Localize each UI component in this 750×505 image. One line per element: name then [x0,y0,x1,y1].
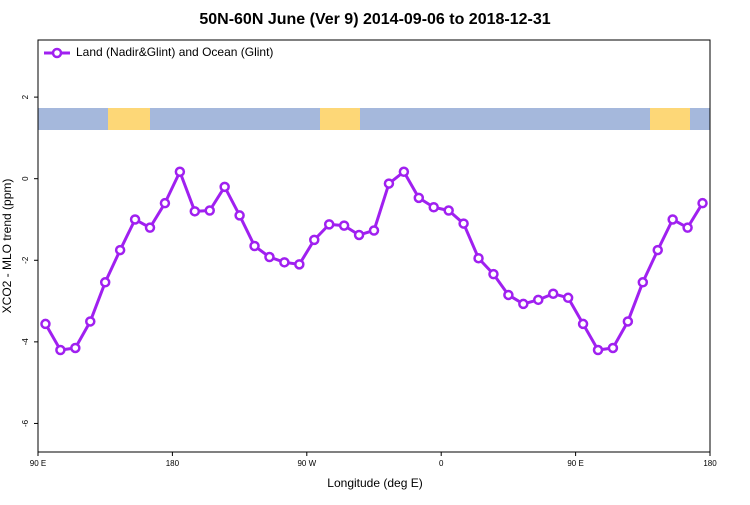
point [533,294,544,306]
point [428,201,439,213]
point [473,252,484,264]
point [55,344,66,356]
point [159,197,171,209]
point [189,206,201,217]
point [234,210,245,221]
map-ocean [150,108,320,130]
point [547,288,559,299]
y-tick-label: 2 [21,94,30,99]
point [592,344,604,356]
y-axis-label: XCO2 - MLO trend (ppm) [0,179,14,314]
point [562,292,574,304]
point [637,277,649,288]
point [294,259,305,270]
point [114,244,126,256]
point [518,298,529,310]
point [458,218,469,229]
x-tick-label: 0 [439,459,444,468]
point [368,225,380,236]
point [85,316,96,327]
point [309,234,320,246]
x-tick-label: 90 E [567,459,583,468]
point [398,166,410,178]
map-ocean [360,108,650,130]
point [622,316,634,327]
chart-title: 50N-60N June (Ver 9) 2014-09-06 to 2018-… [199,11,550,28]
x-tick-label: 180 [166,459,180,468]
y-tick-label: -2 [21,256,30,264]
point [443,205,454,216]
y-tick-label: -6 [21,419,30,427]
legend-label: Land (Nadir&Glint) and Ocean (Glint) [76,45,273,59]
point [279,257,290,268]
point [697,197,708,209]
point [204,205,215,216]
point [353,229,365,241]
plot-frame [37,39,711,453]
point [144,222,156,233]
y-tick-label: 0 [21,176,30,181]
map-strip [38,108,710,130]
point [667,214,678,225]
point [503,289,514,301]
point [219,181,230,193]
point [413,192,425,204]
point [99,277,111,288]
point [383,178,395,189]
point [174,166,186,178]
x-tick-label: 90 E [30,459,46,468]
x-tick-label: 90 W [297,459,316,468]
point [338,220,350,231]
map-ocean [690,108,710,130]
point [607,342,619,354]
point [249,240,260,252]
point [129,214,141,225]
point [652,244,663,256]
point [70,342,81,354]
point [323,219,335,230]
x-axis-label: Longitude (deg E) [327,476,422,490]
x-tick-label: 180 [703,459,717,468]
point [488,268,499,280]
y-tick-label: -4 [21,338,30,346]
point [264,251,275,263]
point [40,318,51,330]
point [682,222,693,233]
legend-marker [51,47,63,59]
point [577,318,589,330]
map-ocean [38,108,108,130]
